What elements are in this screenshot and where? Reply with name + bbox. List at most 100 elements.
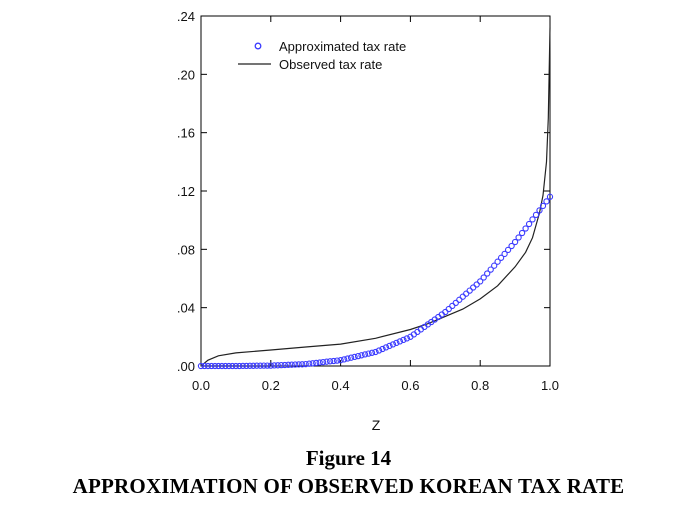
- series-approximated-point: [253, 362, 260, 369]
- series-approximated-point: [271, 362, 278, 369]
- series-approximated-point: [403, 335, 411, 342]
- y-tick-label: .12: [177, 184, 195, 199]
- series-approximated-point: [386, 342, 393, 350]
- series-approximated-point: [222, 362, 229, 370]
- series-approximated-point: [358, 352, 365, 359]
- series-approximated-point: [484, 270, 491, 277]
- legend-marker-approximated: [254, 42, 262, 50]
- x-axis-label: Z: [372, 417, 381, 433]
- series-approximated-point: [306, 360, 313, 367]
- series-approximated-point: [393, 339, 400, 347]
- series-approximated-point: [347, 354, 355, 361]
- series-approximated-point: [494, 258, 501, 265]
- series-approximated-point: [536, 207, 543, 214]
- series-approximated-point: [197, 362, 205, 370]
- series-approximated-point: [539, 202, 547, 210]
- series-approximated-point: [344, 355, 351, 362]
- series-approximated-point: [396, 338, 404, 345]
- series-approximated-point: [232, 362, 240, 370]
- series-approximated-point: [337, 357, 344, 364]
- series-approximated-point: [497, 254, 505, 261]
- series-approximated-point: [515, 234, 522, 241]
- y-tick-label: .16: [177, 126, 195, 141]
- series-approximated-point: [295, 361, 302, 368]
- x-tick-label: 0.8: [471, 378, 489, 393]
- series-approximated-point: [525, 220, 533, 228]
- chart: .00.04.08.12.16.20.240.0 0.2 0.4 0.6 0.8 1.0 …: [177, 9, 559, 433]
- series-approximated-point: [236, 362, 243, 370]
- series-approximated-point: [292, 361, 299, 368]
- series-approximated-point: [463, 290, 470, 297]
- series-approximated-point: [546, 193, 554, 200]
- series-approximated-point: [260, 362, 267, 369]
- y-tick-label: .24: [177, 9, 195, 24]
- series-approximated-point: [278, 361, 285, 369]
- figure-number: Figure 14: [305, 446, 392, 470]
- series-approximated-point: [491, 262, 498, 269]
- series-approximated-point: [274, 362, 281, 369]
- series-approximated-point: [511, 238, 519, 246]
- series-approximated-point: [508, 242, 515, 250]
- series-approximated-point: [522, 225, 529, 232]
- series-approximated-point: [313, 359, 320, 367]
- x-tick-label: 0.2: [262, 378, 280, 393]
- figure-title: APPROXIMATION OF OBSERVED KOREAN TAX RAT…: [72, 474, 625, 498]
- x-tick-label: 0.0: [192, 378, 210, 393]
- x-tick-label: 0.6: [401, 378, 419, 393]
- series-approximated-point: [379, 345, 386, 353]
- series-approximated-point: [281, 361, 288, 369]
- series-approximated-point: [518, 229, 526, 237]
- y-tick-label: .20: [177, 67, 195, 82]
- series-approximated-point: [477, 278, 484, 285]
- series-approximated-point: [218, 362, 226, 370]
- series-layer: [197, 27, 554, 370]
- series-approximated-point: [487, 266, 494, 273]
- series-approximated-point: [333, 357, 341, 364]
- x-tick-label: 0.4: [332, 378, 350, 393]
- series-approximated-point: [466, 287, 473, 294]
- series-approximated-point: [215, 362, 222, 370]
- series-approximated-point: [264, 362, 271, 369]
- series-approximated-point: [246, 362, 254, 369]
- legend: Approximated tax rate Observed tax rate: [232, 31, 446, 77]
- series-approximated-point: [267, 362, 274, 369]
- series-approximated-point: [382, 344, 390, 351]
- series-observed-line: [200, 27, 551, 367]
- y-tick-label: .08: [177, 242, 195, 257]
- series-approximated-point: [340, 356, 348, 363]
- legend-label-observed: Observed tax rate: [279, 57, 382, 72]
- series-approximated-point: [323, 358, 330, 365]
- series-approximated-point: [239, 362, 247, 370]
- y-tick-label: .00: [177, 359, 195, 374]
- series-approximated-point: [452, 299, 459, 307]
- series-approximated-point: [456, 296, 463, 303]
- series-approximated-point: [543, 198, 550, 205]
- series-approximated-point: [229, 362, 236, 370]
- series-approximated-point: [532, 211, 540, 219]
- series-approximated-point: [504, 246, 512, 254]
- series-approximated-point: [204, 362, 212, 370]
- series-approximated-point: [257, 362, 264, 369]
- series-approximated-point: [501, 250, 508, 258]
- x-tick-label: 1.0: [541, 378, 559, 393]
- series-approximated-point: [316, 359, 323, 366]
- series-approximated-point: [326, 358, 334, 365]
- series-approximated-point: [330, 357, 337, 365]
- series-approximated-point: [480, 274, 487, 281]
- series-approximated-point: [211, 362, 219, 370]
- series-approximated-point: [361, 351, 369, 358]
- legend-box: [232, 31, 446, 77]
- y-tick-label: .04: [177, 301, 195, 316]
- series-approximated-point: [368, 349, 376, 356]
- legend-label-approximated: Approximated tax rate: [279, 39, 406, 54]
- series-approximated-point: [351, 353, 358, 361]
- series-approximated-point: [354, 352, 362, 360]
- series-approximated-point: [375, 347, 383, 354]
- series-approximated-point: [372, 348, 379, 356]
- series-approximated-point: [288, 361, 295, 368]
- series-approximated-point: [365, 350, 372, 357]
- series-approximated-point: [302, 360, 309, 368]
- series-approximated-point: [319, 358, 327, 366]
- series-approximated-point: [529, 216, 536, 223]
- series-approximated-point: [243, 362, 250, 370]
